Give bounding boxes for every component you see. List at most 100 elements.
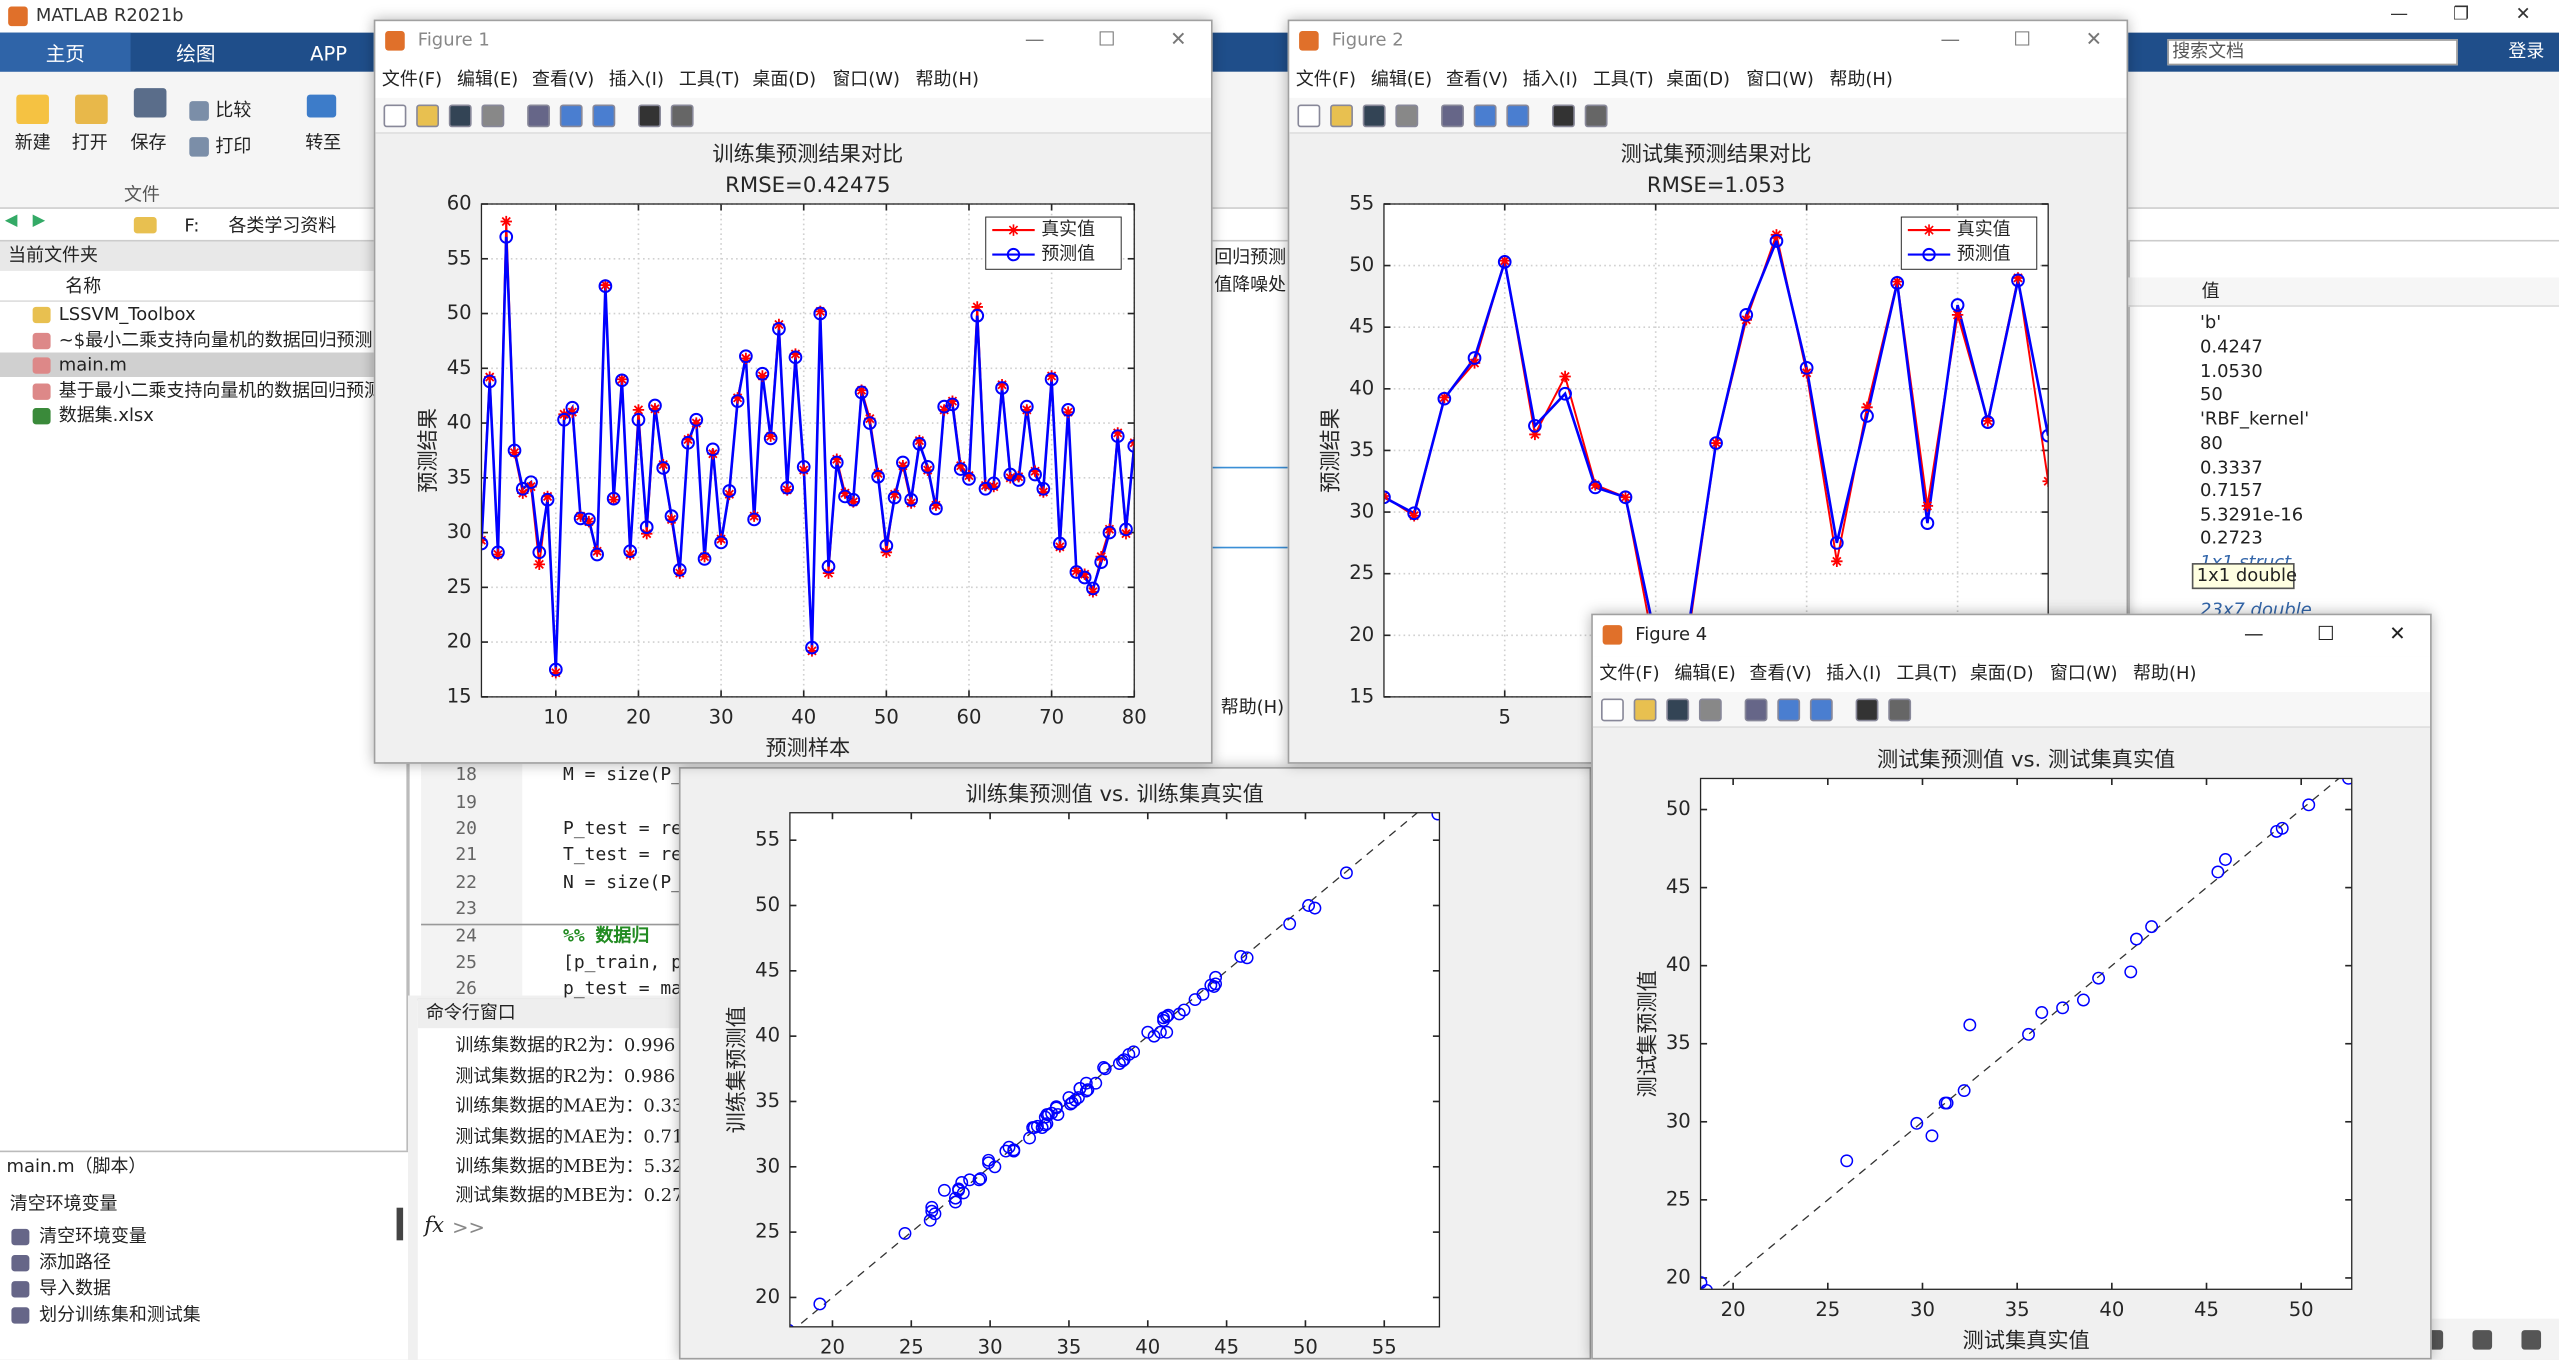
ribbon-tab[interactable]: 主页 <box>45 42 85 66</box>
tab-selected <box>0 32 131 72</box>
window-control[interactable]: — <box>1940 27 1961 51</box>
toolbar-button[interactable] <box>1330 104 1353 128</box>
toolbar-button[interactable] <box>1698 698 1722 722</box>
menu-item[interactable]: 查看(V) <box>1445 68 1509 90</box>
menu-item[interactable]: 帮助(H) <box>2133 662 2197 684</box>
menu-item[interactable]: 工具(T) <box>678 68 740 90</box>
toolbar-button[interactable] <box>383 104 407 128</box>
tray-icon <box>2521 1330 2542 1350</box>
ribbon-button[interactable]: 保存 <box>130 132 167 154</box>
login[interactable]: 登录 <box>2508 40 2545 63</box>
window-control[interactable]: ☐ <box>1097 27 1116 51</box>
menu-item[interactable]: 查看(V) <box>532 68 595 90</box>
file-item[interactable]: LSSVM_Toolbox <box>58 303 196 325</box>
toolbar-button[interactable] <box>1395 104 1419 128</box>
toolbar-button[interactable] <box>638 104 661 128</box>
toolbar-button[interactable] <box>1809 698 1833 722</box>
toolbar-button[interactable] <box>670 104 694 128</box>
menu-item[interactable]: 编辑(E) <box>456 68 519 90</box>
menu-item[interactable]: 插入(I) <box>1826 662 1882 684</box>
window-control[interactable]: — <box>1024 27 1045 51</box>
toolbar-button[interactable] <box>1473 104 1497 128</box>
ribbon-button[interactable]: 转至 <box>305 132 342 154</box>
menu-item[interactable]: 工具(T) <box>1592 68 1654 90</box>
toolbar-button[interactable] <box>448 104 472 128</box>
window-control[interactable]: ❐ <box>2453 3 2470 25</box>
menu-item[interactable]: 桌面(D) <box>1666 68 1731 90</box>
toolbar-button[interactable] <box>1441 104 1464 128</box>
menu-item[interactable]: 插入(I) <box>608 68 664 90</box>
y-tick-label: 20 <box>1349 623 1374 646</box>
menu-item[interactable]: 桌面(D) <box>1969 662 2034 684</box>
toolbar-button[interactable] <box>559 104 583 128</box>
ribbon-button[interactable]: 打印 <box>215 135 252 157</box>
menu-item[interactable]: 文件(F) <box>381 68 443 90</box>
menu-item[interactable]: 帮助(H) <box>1220 696 1285 719</box>
file-item[interactable]: 基于最小二乘支持向量机的数据回归预测 <box>58 380 382 402</box>
ribbon-button[interactable]: 新建 <box>14 132 51 154</box>
menu-item[interactable]: 编辑(E) <box>1370 68 1433 90</box>
toolbar-button[interactable] <box>1666 698 1690 722</box>
workspace-value: 0.2723 <box>2199 527 2263 549</box>
toolbar-button[interactable] <box>592 104 616 128</box>
nav-button[interactable]: ▶ <box>32 212 46 231</box>
file-icon <box>32 306 51 324</box>
menu-item[interactable]: 桌面(D) <box>752 68 817 90</box>
path-segment[interactable]: 各类学习资料 <box>228 215 337 237</box>
details-item[interactable]: 清空环境变量 <box>39 1225 147 1247</box>
menu-item[interactable]: 窗口(W) <box>1746 68 1814 90</box>
toolbar-button[interactable] <box>527 104 550 128</box>
toolbar-button[interactable] <box>1855 698 1879 722</box>
menu-item[interactable]: 工具(T) <box>1896 662 1958 684</box>
window-control[interactable]: ✕ <box>1170 27 1187 51</box>
marker <box>508 446 521 459</box>
window-control[interactable]: — <box>2244 621 2264 645</box>
toolbar-button[interactable] <box>481 104 505 128</box>
x-tick-label: 40 <box>2099 1298 2124 1321</box>
file-item[interactable]: 数据集.xlsx <box>58 404 154 426</box>
menu-item[interactable]: 文件(F) <box>1295 68 1357 90</box>
menu-item[interactable]: 帮助(H) <box>915 68 979 90</box>
marker <box>550 667 562 679</box>
menu-item[interactable]: 帮助(H) <box>1829 68 1893 90</box>
ribbon-button[interactable]: 比较 <box>215 99 252 121</box>
details-item[interactable]: 添加路径 <box>39 1251 111 1273</box>
menu-item[interactable]: 查看(V) <box>1749 662 1812 684</box>
file-item[interactable]: main.m <box>58 354 127 376</box>
window-control[interactable]: ✕ <box>2085 27 2103 51</box>
toolbar-button[interactable] <box>1506 104 1530 128</box>
details-item[interactable]: 导入数据 <box>39 1277 111 1300</box>
window-control[interactable]: ✕ <box>2389 621 2406 645</box>
menu-item[interactable]: 插入(I) <box>1522 68 1578 90</box>
toolbar-button[interactable] <box>1362 104 1386 128</box>
window-control[interactable]: ☐ <box>2316 621 2335 645</box>
toolbar-button[interactable] <box>1601 698 1624 722</box>
toolbar-button[interactable] <box>1552 104 1575 128</box>
nav-button[interactable]: ◀ <box>4 212 18 231</box>
file-item[interactable]: ~$最小二乘支持向量机的数据回归预测 <box>58 329 373 351</box>
toolbar-button[interactable] <box>416 104 440 128</box>
scatter-point <box>1068 1093 1082 1107</box>
icon <box>75 94 108 125</box>
plot-line <box>1212 466 1288 469</box>
ribbon-button[interactable]: 打开 <box>71 132 108 154</box>
menu-item[interactable]: 文件(F) <box>1599 662 1660 684</box>
menu-item[interactable]: 窗口(W) <box>832 68 901 90</box>
toolbar-button[interactable] <box>1744 698 1768 722</box>
menu-item[interactable]: 编辑(E) <box>1674 662 1736 684</box>
toolbar-button[interactable] <box>1584 104 1608 128</box>
ribbon-tab[interactable]: 绘图 <box>176 42 216 66</box>
toolbar-button[interactable] <box>1888 698 1912 722</box>
toolbar-button[interactable] <box>1777 698 1801 722</box>
toolbar-button[interactable] <box>1633 698 1657 722</box>
window-control[interactable]: ☐ <box>2013 27 2031 51</box>
ribbon-tab[interactable]: APP <box>310 42 348 66</box>
toolbar-button[interactable] <box>1297 104 1321 128</box>
window-control[interactable]: — <box>2390 3 2409 25</box>
window-control[interactable]: ✕ <box>2515 3 2531 25</box>
marker <box>971 301 983 313</box>
path-segment[interactable]: F: <box>184 215 200 237</box>
figure-icon <box>385 31 405 51</box>
details-item[interactable]: 划分训练集和测试集 <box>39 1303 201 1326</box>
menu-item[interactable]: 窗口(W) <box>2049 662 2118 684</box>
